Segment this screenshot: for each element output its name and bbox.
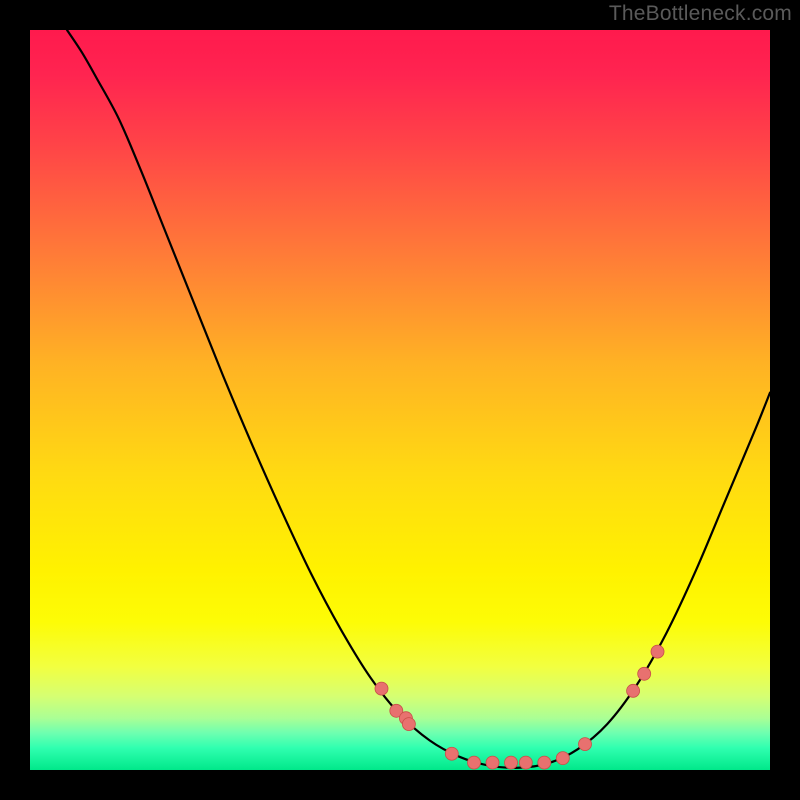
watermark-text: TheBottleneck.com xyxy=(609,2,792,26)
chart-svg xyxy=(30,30,770,770)
bottleneck-chart xyxy=(30,30,770,770)
